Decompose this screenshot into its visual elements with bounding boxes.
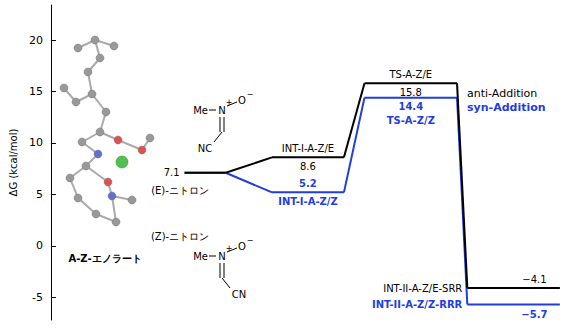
svg-text:15.8: 15.8 xyxy=(400,87,422,98)
svg-text:5: 5 xyxy=(36,188,43,201)
svg-text:TS-A-Z/E: TS-A-Z/E xyxy=(388,69,432,80)
svg-text:−5.7: −5.7 xyxy=(521,309,547,320)
svg-text:NC: NC xyxy=(198,143,212,154)
svg-text:anti-Addition: anti-Addition xyxy=(467,87,537,100)
svg-text:INT-I-A-Z/E: INT-I-A-Z/E xyxy=(282,143,334,154)
svg-text:N: N xyxy=(218,105,225,116)
svg-text:7.1: 7.1 xyxy=(164,167,180,178)
svg-text:15: 15 xyxy=(29,85,43,98)
svg-text:5.2: 5.2 xyxy=(299,178,317,189)
svg-text:syn-Addition: syn-Addition xyxy=(467,101,546,114)
svg-text:(E)-ニトロン: (E)-ニトロン xyxy=(151,185,209,196)
svg-text:−: − xyxy=(247,236,254,245)
svg-text:(Z)-ニトロン: (Z)-ニトロン xyxy=(151,231,209,242)
svg-text:14.4: 14.4 xyxy=(398,101,423,112)
svg-text:O: O xyxy=(238,241,246,252)
svg-text:INT-I-A-Z/Z: INT-I-A-Z/Z xyxy=(278,196,338,207)
svg-text:-5: -5 xyxy=(32,291,43,304)
svg-text:10: 10 xyxy=(29,136,43,149)
svg-text:20: 20 xyxy=(29,34,43,47)
svg-text:N: N xyxy=(218,251,225,262)
svg-text:Me: Me xyxy=(193,251,208,262)
svg-text:TS-A-Z/Z: TS-A-Z/Z xyxy=(387,115,435,126)
svg-text:CN: CN xyxy=(232,289,246,300)
svg-text:−: − xyxy=(247,90,254,99)
svg-text:A-Z-エノラート: A-Z-エノラート xyxy=(68,253,141,264)
svg-text:INT-II-A-Z/E-SRR: INT-II-A-Z/E-SRR xyxy=(383,283,462,294)
svg-text:−4.1: −4.1 xyxy=(522,274,546,285)
svg-text:8.6: 8.6 xyxy=(300,161,316,172)
svg-text:Me: Me xyxy=(193,105,208,116)
svg-text:ΔG (kcal/mol): ΔG (kcal/mol) xyxy=(8,129,19,197)
svg-text:O: O xyxy=(238,95,246,106)
svg-text:0: 0 xyxy=(36,239,43,252)
svg-text:INT-II-A-Z/Z-RRR: INT-II-A-Z/Z-RRR xyxy=(372,299,463,310)
